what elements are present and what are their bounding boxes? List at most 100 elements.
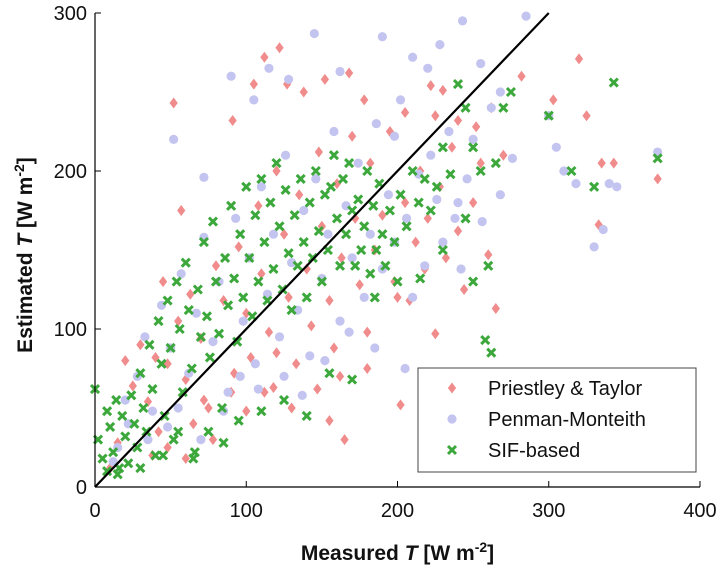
penman-monteith-point <box>476 58 486 69</box>
priestley-taylor-point <box>325 415 334 427</box>
penman-monteith-point <box>329 126 339 137</box>
penman-monteith-point <box>462 174 472 184</box>
sif-based-point <box>331 213 343 224</box>
sif-based-point <box>292 260 303 271</box>
priestley-taylor-point <box>302 263 311 275</box>
penman-monteith-point <box>383 190 394 200</box>
penman-monteith-point <box>249 95 259 105</box>
sif-based-point <box>384 205 395 216</box>
penman-monteith-point <box>264 63 274 73</box>
legend-marker-penman-monteith <box>447 414 457 424</box>
sif-based-point <box>265 197 276 208</box>
x-tick-label: 100 <box>230 500 263 522</box>
priestley-taylor-point <box>260 51 269 63</box>
sif-based-point <box>156 358 167 369</box>
sif-based-point <box>347 374 358 385</box>
y-axis-title-exp: -2 <box>11 164 27 177</box>
sif-based-point <box>460 213 471 224</box>
penman-monteith-point <box>377 32 387 42</box>
sif-based-point <box>102 466 113 477</box>
y-tick-label: 100 <box>54 319 87 341</box>
penman-monteith-point <box>551 142 561 152</box>
sif-based-point <box>129 418 140 429</box>
priestley-taylor-point <box>307 320 316 332</box>
sif-based-point <box>256 173 267 184</box>
x-tick-label: 400 <box>683 500 716 522</box>
y-axis-title: Estimated T [W m-2] <box>11 157 37 353</box>
priestley-taylor-point <box>163 442 172 453</box>
priestley-taylor-point <box>378 209 387 221</box>
sif-based-point <box>452 79 464 90</box>
sif-based-point <box>138 402 149 414</box>
penman-monteith-point <box>297 390 307 400</box>
penman-monteith-point <box>453 198 463 208</box>
priestley-taylor-point <box>344 67 354 79</box>
priestley-taylor-point <box>275 42 284 54</box>
priestley-taylor-point <box>211 260 221 272</box>
sif-based-point <box>105 421 116 433</box>
sif-based-point <box>123 458 134 469</box>
priestley-taylor-point <box>400 107 410 119</box>
sif-based-point <box>608 77 619 88</box>
penman-monteith-point <box>238 316 248 326</box>
priestley-taylor-point <box>355 279 364 291</box>
priestley-taylor-point <box>426 80 435 92</box>
sif-based-point <box>173 426 184 437</box>
penman-monteith-point <box>559 166 569 176</box>
sif-based-point <box>183 304 194 316</box>
priestley-taylor-point <box>351 212 360 224</box>
sif-based-point <box>213 328 225 339</box>
penman-monteith-point <box>140 332 150 342</box>
sif-based-point <box>483 260 494 271</box>
x-axis-title-main: Measured <box>301 542 405 565</box>
y-axis-title-unit: [W m <box>14 177 37 234</box>
sif-based-point <box>316 276 327 287</box>
sif-based-point <box>310 165 321 177</box>
sif-based-point <box>401 221 412 232</box>
priestley-taylor-point <box>257 268 266 280</box>
sif-based-point <box>365 268 376 279</box>
sif-based-point <box>505 86 516 98</box>
x-tick-label: 200 <box>381 500 414 522</box>
priestley-taylor-point <box>396 399 405 411</box>
sif-based-point <box>210 276 222 287</box>
penman-monteith-point <box>468 134 478 144</box>
sif-based-point <box>369 292 380 303</box>
priestley-taylor-point <box>438 84 447 96</box>
priestley-taylor-point <box>169 97 178 109</box>
priestley-taylor-point <box>447 141 457 153</box>
sif-based-point <box>201 311 212 322</box>
sif-based-point <box>460 102 471 113</box>
sif-based-point <box>112 469 123 480</box>
penman-monteith-point <box>370 343 380 353</box>
priestley-taylor-point <box>287 402 296 414</box>
y-axis-title-main: Estimated <box>14 247 37 353</box>
sif-based-point <box>334 260 346 271</box>
priestley-taylor-point <box>574 53 584 65</box>
penman-monteith-point <box>571 179 581 189</box>
penman-monteith-point <box>253 384 263 394</box>
priestley-taylor-point <box>158 276 168 288</box>
sif-based-point <box>389 237 400 248</box>
sif-based-point <box>283 248 294 259</box>
sif-based-point <box>218 437 229 448</box>
legend: Priestley & Taylor Penman-Monteith SIF-bas… <box>417 367 697 473</box>
penman-monteith-point <box>231 213 241 223</box>
priestley-taylor-point <box>228 114 237 126</box>
sif-based-point <box>108 447 119 458</box>
penman-monteith-point <box>477 216 487 227</box>
sif-based-point <box>235 229 246 240</box>
sif-based-point <box>328 150 340 161</box>
priestley-taylor-point <box>335 370 345 382</box>
priestley-taylor-point <box>264 326 274 338</box>
penman-monteith-point <box>299 205 309 216</box>
priestley-taylor-point <box>393 291 402 303</box>
sif-based-point <box>250 210 261 221</box>
priestley-taylor-point <box>517 70 526 82</box>
sif-based-point <box>220 252 231 263</box>
sif-based-point <box>135 462 146 474</box>
penman-monteith-point <box>359 292 369 302</box>
legend-marker-sif-based <box>446 444 458 456</box>
sif-based-point <box>313 225 324 237</box>
penman-monteith-point <box>309 28 319 39</box>
